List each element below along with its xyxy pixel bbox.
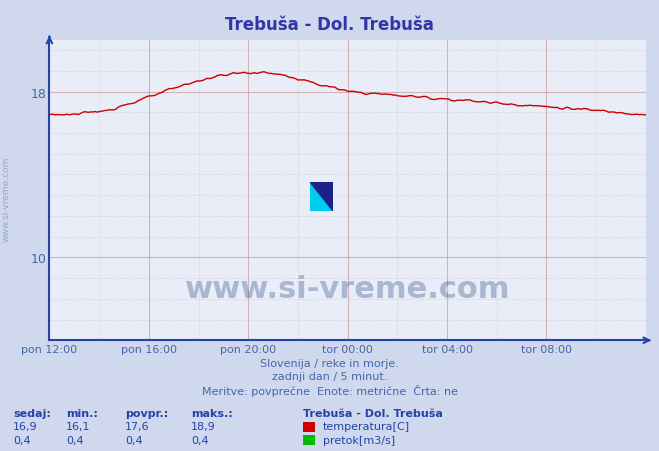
Text: min.:: min.: <box>66 408 98 418</box>
Text: maks.:: maks.: <box>191 408 233 418</box>
Text: 18,9: 18,9 <box>191 421 216 431</box>
Text: 17,6: 17,6 <box>125 421 150 431</box>
Text: 0,4: 0,4 <box>66 435 84 445</box>
Text: povpr.:: povpr.: <box>125 408 169 418</box>
Text: sedaj:: sedaj: <box>13 408 51 418</box>
Text: 16,1: 16,1 <box>66 421 90 431</box>
Polygon shape <box>310 183 333 212</box>
Text: www.si-vreme.com: www.si-vreme.com <box>2 156 11 241</box>
Text: pretok[m3/s]: pretok[m3/s] <box>323 435 395 445</box>
Text: zadnji dan / 5 minut.: zadnji dan / 5 minut. <box>272 372 387 382</box>
Text: Slovenija / reke in morje.: Slovenija / reke in morje. <box>260 358 399 368</box>
Text: Trebuša - Dol. Trebuša: Trebuša - Dol. Trebuša <box>225 16 434 34</box>
Text: www.si-vreme.com: www.si-vreme.com <box>185 274 510 303</box>
Text: 0,4: 0,4 <box>191 435 209 445</box>
Text: 0,4: 0,4 <box>13 435 31 445</box>
Text: 0,4: 0,4 <box>125 435 143 445</box>
Polygon shape <box>310 183 333 212</box>
Text: Trebuša - Dol. Trebuša: Trebuša - Dol. Trebuša <box>303 408 443 418</box>
Text: Meritve: povprečne  Enote: metrične  Črta: ne: Meritve: povprečne Enote: metrične Črta:… <box>202 384 457 396</box>
Text: 16,9: 16,9 <box>13 421 38 431</box>
Text: temperatura[C]: temperatura[C] <box>323 421 410 431</box>
Polygon shape <box>310 183 333 212</box>
